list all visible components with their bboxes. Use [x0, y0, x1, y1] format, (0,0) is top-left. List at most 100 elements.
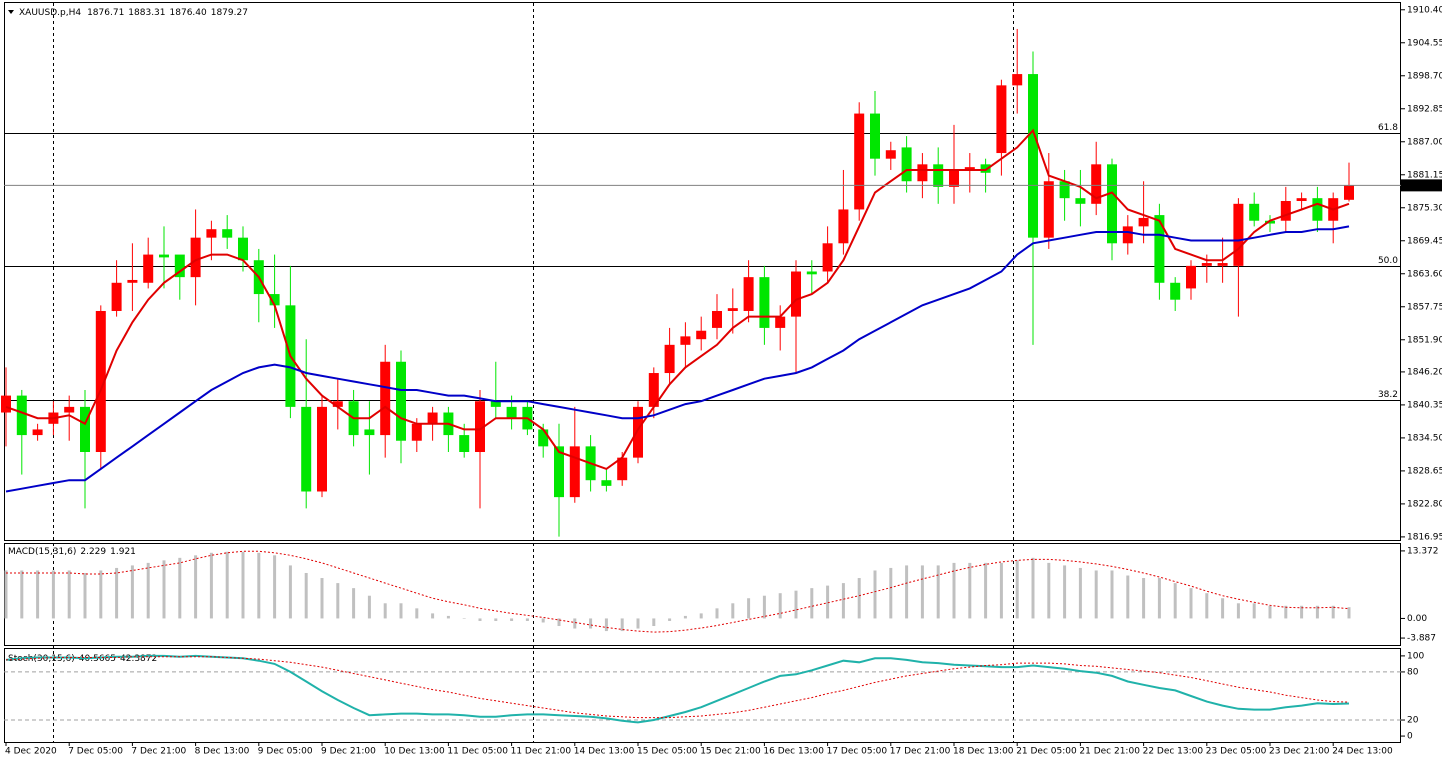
- candle-body: [1201, 263, 1212, 266]
- x-tick-label: 7 Dec 21:00: [131, 747, 186, 757]
- candle-body: [206, 229, 217, 238]
- macd-bar: [778, 593, 782, 619]
- candle-body: [569, 446, 580, 498]
- candle-body: [1122, 226, 1133, 244]
- candle-body: [775, 316, 786, 328]
- macd-bar: [20, 570, 24, 619]
- candle-body: [1296, 198, 1307, 201]
- y-tick-label: 0: [1407, 732, 1413, 742]
- macd-bar: [810, 588, 814, 619]
- y-tick-label: 1863.60: [1407, 269, 1442, 279]
- candle-body: [475, 401, 485, 453]
- stoch-main: [5, 654, 1350, 724]
- y-tick-label: 1887.00: [1407, 137, 1442, 147]
- macd-bar: [367, 595, 371, 619]
- macd-bar: [747, 598, 751, 619]
- candle-body: [822, 243, 833, 272]
- candle-body: [633, 406, 643, 458]
- macd-bar: [1236, 603, 1240, 619]
- stoch-signal: [5, 656, 1350, 719]
- macd-bar: [162, 560, 166, 619]
- x-tick-label: 22 Dec 13:00: [1143, 747, 1204, 757]
- macd-bar: [67, 570, 71, 619]
- macd-bar: [1189, 588, 1193, 619]
- candle-body: [1107, 164, 1117, 244]
- candle-body: [712, 310, 722, 328]
- candle-body: [727, 308, 738, 311]
- candle-body: [95, 310, 106, 453]
- candle-body: [1233, 203, 1244, 266]
- menu-arrow[interactable]: [8, 10, 14, 14]
- macd-bar: [636, 618, 640, 629]
- y-tick-label: 1816.95: [1407, 532, 1442, 542]
- y-tick-label: 0.00: [1407, 614, 1427, 624]
- candle-body: [1186, 265, 1196, 289]
- candle-body: [917, 164, 928, 182]
- macd-bar: [668, 618, 672, 621]
- macd-bar: [620, 618, 624, 632]
- candle-body: [1091, 164, 1102, 204]
- macd-bar: [494, 618, 498, 621]
- candle-body: [143, 254, 154, 283]
- candle-body: [933, 164, 944, 187]
- candle-body: [301, 406, 312, 492]
- macd-bar: [241, 551, 245, 619]
- x-tick-label: 15 Dec 21:00: [700, 747, 761, 757]
- macd-bar: [1157, 578, 1161, 619]
- candle-body: [838, 209, 849, 244]
- moving-average: [5, 225, 1350, 493]
- candle-body: [364, 429, 375, 436]
- macd-bar: [589, 618, 593, 629]
- candle-body: [1170, 282, 1181, 300]
- macd-bar: [352, 588, 356, 619]
- x-tick-label: 24 Dec 13:00: [1332, 747, 1393, 757]
- candle-body: [411, 423, 422, 441]
- macd-bar: [146, 562, 150, 619]
- macd-bar: [1268, 605, 1272, 619]
- macd-bar: [905, 565, 909, 619]
- macd-bar: [462, 618, 466, 619]
- stoch-signal-value: 42.3872: [120, 654, 157, 664]
- x-tick-label: 16 Dec 13:00: [763, 747, 824, 757]
- candle-body: [238, 237, 248, 261]
- macd-bar: [36, 570, 40, 619]
- macd-bar: [557, 618, 561, 627]
- candle-body: [1312, 198, 1323, 221]
- macd-bar: [683, 615, 687, 619]
- macd-bar: [51, 570, 55, 619]
- x-tick-label: 23 Dec 21:00: [1269, 747, 1330, 757]
- y-tick-label: 1851.90: [1407, 335, 1442, 345]
- macd-bar: [304, 572, 308, 619]
- macd-bar: [920, 565, 924, 619]
- price-label-box: [1401, 179, 1442, 192]
- candle-body: [490, 401, 501, 407]
- candle-body: [964, 167, 975, 170]
- y-tick-label: 1910.40: [1407, 5, 1442, 15]
- candle-body: [1344, 185, 1354, 200]
- candle-body: [743, 277, 754, 311]
- macd-bar: [1078, 567, 1082, 619]
- candle-body: [159, 254, 169, 258]
- candle-body: [32, 429, 43, 436]
- y-tick-label: 80: [1407, 667, 1419, 677]
- x-tick-label: 14 Dec 13:00: [574, 747, 635, 757]
- macd-bar: [731, 603, 735, 619]
- macd-bar: [1347, 607, 1351, 619]
- candle-body: [1012, 74, 1023, 86]
- candle-body: [459, 435, 470, 453]
- price-panel: [4, 2, 1401, 541]
- macd-bar: [652, 618, 656, 627]
- macd-bar: [984, 562, 988, 619]
- stoch-panel: [4, 648, 1401, 743]
- y-tick-label: 1892.85: [1407, 104, 1442, 114]
- y-tick-label: 1828.65: [1407, 466, 1442, 476]
- y-tick-label: 100: [1407, 651, 1424, 661]
- y-tick-label: 1898.70: [1407, 71, 1442, 81]
- macd-bar: [699, 613, 703, 619]
- macd-bar: [510, 618, 514, 621]
- x-tick-label: 21 Dec 05:00: [1016, 747, 1077, 757]
- x-tick-label: 23 Dec 05:00: [1206, 747, 1267, 757]
- macd-bar: [115, 567, 119, 619]
- candle-body: [996, 85, 1007, 154]
